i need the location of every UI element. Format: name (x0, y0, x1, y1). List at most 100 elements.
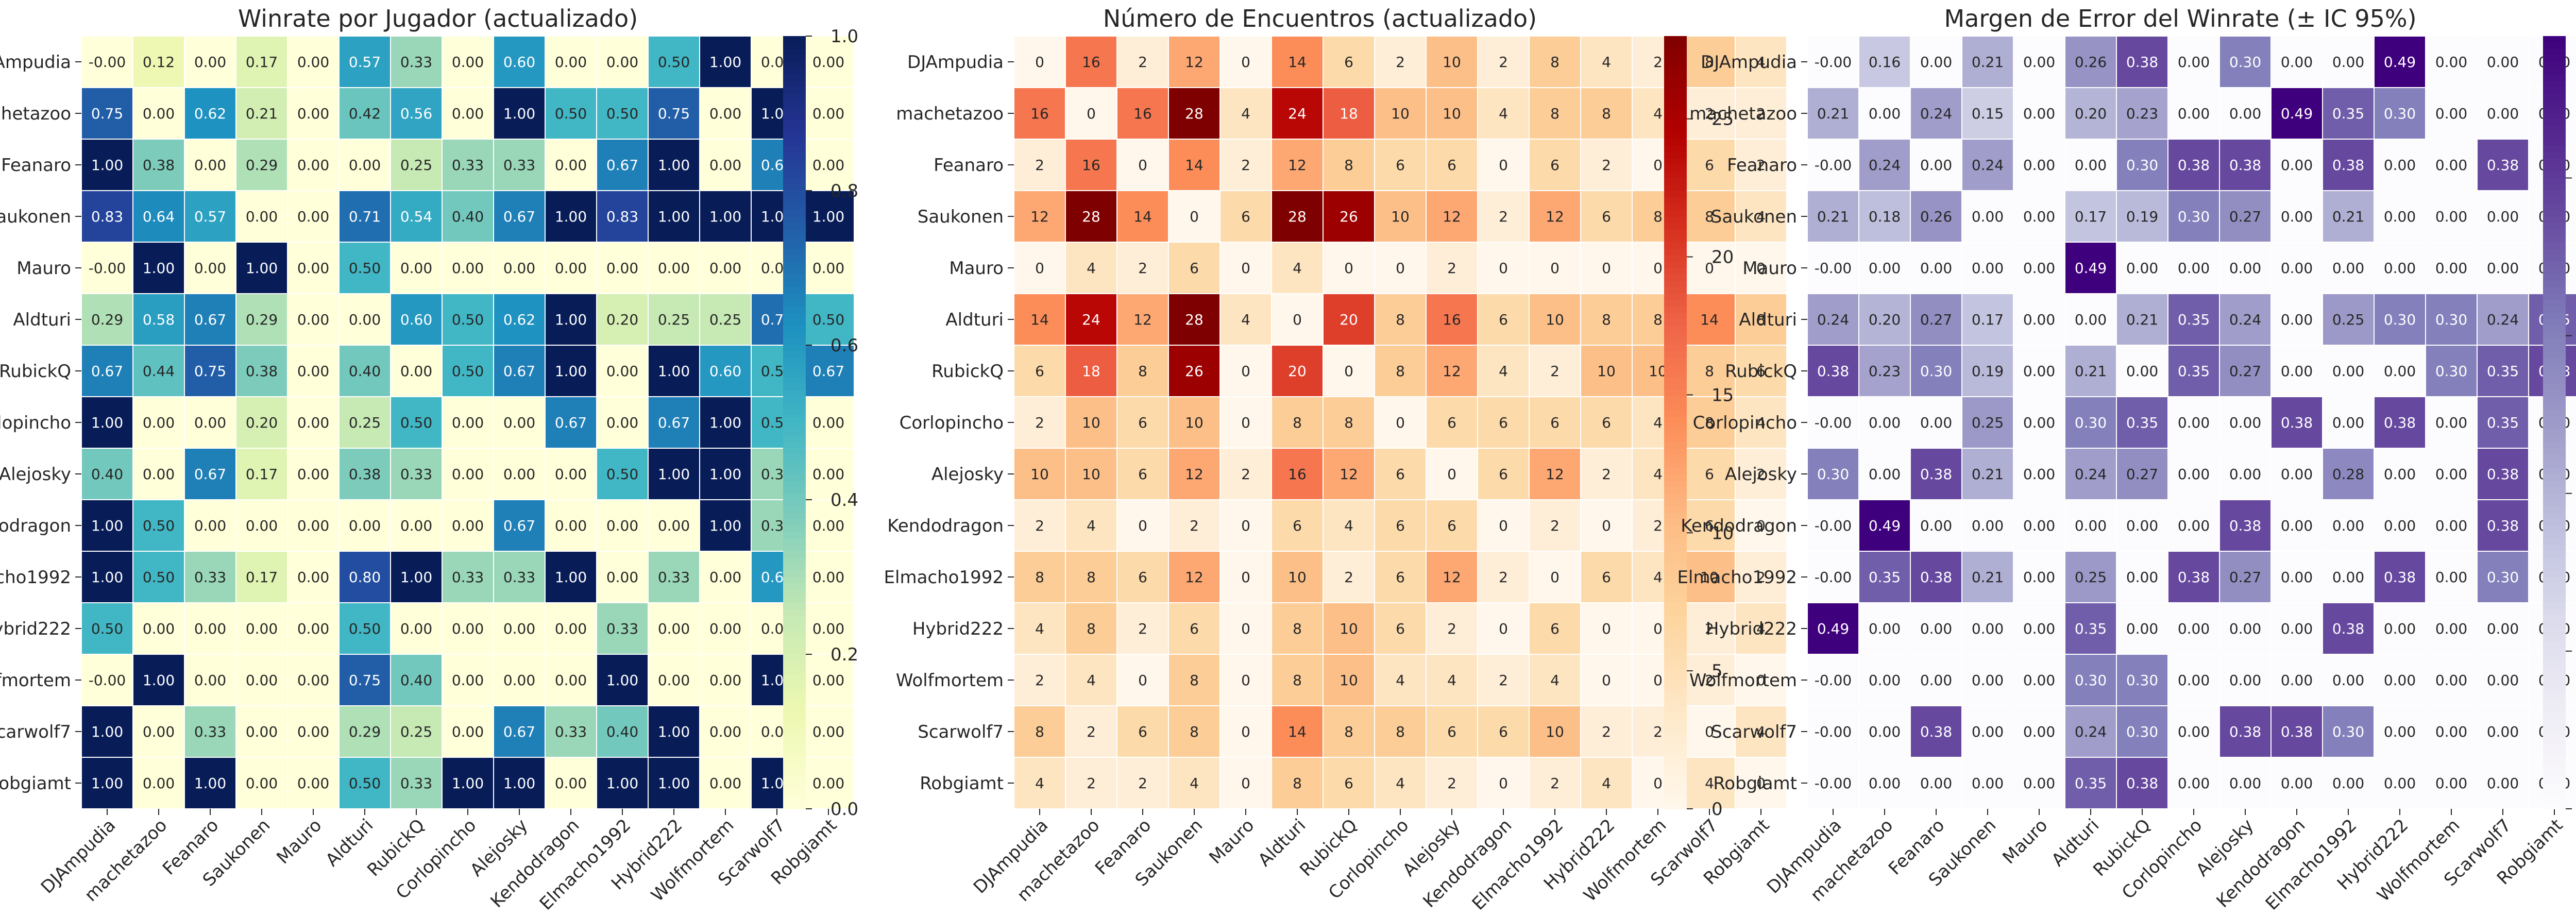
heatmap-cell (184, 190, 236, 243)
cell-value-label: 0 (1138, 517, 1147, 534)
colorbar-segment (2543, 416, 2566, 423)
cell-value-label: 0.00 (2178, 620, 2210, 637)
colorbar-segment (2543, 763, 2566, 771)
cell-value-label: 1.00 (812, 208, 844, 225)
cell-value-label: 0.00 (709, 672, 741, 689)
cell-value-label: 0.00 (349, 517, 381, 534)
cell-value-label: 6 (1499, 414, 1508, 431)
heatmap-cell (81, 36, 133, 88)
heatmap-cell (1065, 293, 1117, 346)
heatmap-cell (2064, 242, 2117, 294)
cell-value-label: 0.00 (143, 414, 175, 431)
colorbar-segment (2543, 68, 2566, 75)
cell-value-label: 0 (1653, 260, 1663, 277)
colorbar-segment (1664, 132, 1687, 140)
colorbar-segment (1664, 42, 1687, 49)
cell-value-label: 6 (1293, 517, 1302, 534)
colorbar-segment (2543, 506, 2566, 513)
colorbar-segment (783, 603, 806, 610)
heatmap-cell (2270, 757, 2323, 809)
colorbar-segment (1664, 461, 1687, 468)
cell-value-label: 0.00 (2384, 723, 2416, 740)
colorbar-segment (783, 62, 806, 69)
heatmap-cell (2064, 654, 2117, 706)
heatmap-cell (2013, 139, 2065, 191)
colorbar-segment (1664, 609, 1687, 616)
heatmap-cell (184, 551, 236, 603)
colorbar-segment (783, 673, 806, 681)
colorbar-segment (783, 474, 806, 481)
heatmap-cell (184, 139, 236, 191)
heatmap-cell (81, 448, 133, 500)
heatmap-cell (1323, 190, 1375, 243)
cell-value-label: 0.00 (2384, 208, 2416, 225)
colorbar-segment (1664, 686, 1687, 693)
cell-value-label: 0.00 (1869, 620, 1901, 637)
heatmap-cell (1529, 448, 1581, 500)
cell-value-label: 0.00 (2281, 208, 2313, 225)
colorbar-segment (783, 307, 806, 314)
cell-value-label: 2 (1241, 466, 1250, 483)
colorbar-segment (1664, 480, 1687, 487)
cell-value-label: 0.00 (452, 620, 484, 637)
cell-value-label: 6 (1396, 466, 1405, 483)
cell-value-label: 6 (1447, 723, 1456, 740)
y-tick-label: Wolfmortem (0, 670, 71, 691)
cell-value-label: 0 (1241, 775, 1250, 792)
heatmap-cell (1116, 345, 1169, 397)
cell-value-label: 0.00 (2023, 208, 2055, 225)
cell-value-label: 0.00 (2487, 672, 2519, 689)
cell-value-label: 8 (1190, 672, 1199, 689)
cell-value-label: 0.00 (2126, 517, 2158, 534)
heatmap-cell (390, 190, 443, 243)
cell-value-label: 0.75 (194, 363, 226, 380)
colorbar-segment (783, 55, 806, 62)
cell-value-label: 2 (1756, 569, 1766, 586)
colorbar-segment (1664, 776, 1687, 784)
cell-value-label: 0.71 (349, 208, 381, 225)
heatmap-cell (2374, 602, 2426, 655)
y-tick-label: Corlopincho (1693, 413, 1797, 433)
heatmap-cell (1426, 345, 1478, 397)
heatmap-cell (2270, 190, 2323, 243)
heatmap-cell (2270, 345, 2323, 397)
colorbar-segment (1664, 261, 1687, 268)
colorbar-segment (783, 294, 806, 301)
heatmap-cell (1116, 499, 1169, 552)
cell-value-label: 0.00 (2384, 620, 2416, 637)
heatmap-cell (1374, 602, 1427, 655)
heatmap-cell (1910, 139, 1962, 191)
colorbar-segment (783, 551, 806, 558)
cell-value-label: 14 (1185, 157, 1204, 174)
cell-value-label: 0.00 (1972, 260, 2004, 277)
colorbar-segment (1664, 744, 1687, 752)
heatmap-cell (1219, 293, 1272, 346)
cell-value-label: 0.00 (297, 363, 329, 380)
colorbar-segment (783, 165, 806, 172)
cell-value-label: 0.54 (400, 208, 432, 225)
cell-value-label: 0.25 (2075, 569, 2107, 586)
heatmap-cell (2167, 654, 2220, 706)
cell-value-label: 0.00 (2229, 105, 2261, 122)
cell-value-label: 10 (1443, 105, 1461, 122)
heatmap-cell (545, 551, 597, 603)
heatmap-cell (648, 396, 700, 449)
cell-value-label: 0.00 (2126, 363, 2158, 380)
heatmap-cell (1374, 242, 1427, 294)
heatmap-cell (1116, 757, 1169, 809)
heatmap-cell (1858, 87, 1911, 140)
cell-value-label: 8 (1035, 569, 1044, 586)
cell-value-label: 0 (1035, 260, 1044, 277)
heatmap-cell (1323, 551, 1375, 603)
cell-value-label: 0.38 (2281, 723, 2313, 740)
heatmap-cells: -0.00 0.16 0.00 0.21 0.00 0.26 0.38 0.00 0.30 0.0… (1807, 36, 2576, 809)
cell-value-label: 0.30 (2384, 105, 2416, 122)
heatmap-cells: 0 16 2 12 0 14 6 2 10 2 8 4 2 8 416 0 16 28 4 24 18 10 10 4 8 8 4 2… (1013, 36, 1787, 809)
cell-value-label: 0.60 (709, 363, 741, 380)
heatmap-cell (493, 602, 546, 655)
cell-value-label: 0.75 (91, 105, 123, 122)
cell-value-label: 8 (1293, 672, 1302, 689)
colorbar-segment (1664, 410, 1687, 417)
cell-value-label: 0.00 (2023, 105, 2055, 122)
cell-value-label: 2 (1499, 569, 1508, 586)
